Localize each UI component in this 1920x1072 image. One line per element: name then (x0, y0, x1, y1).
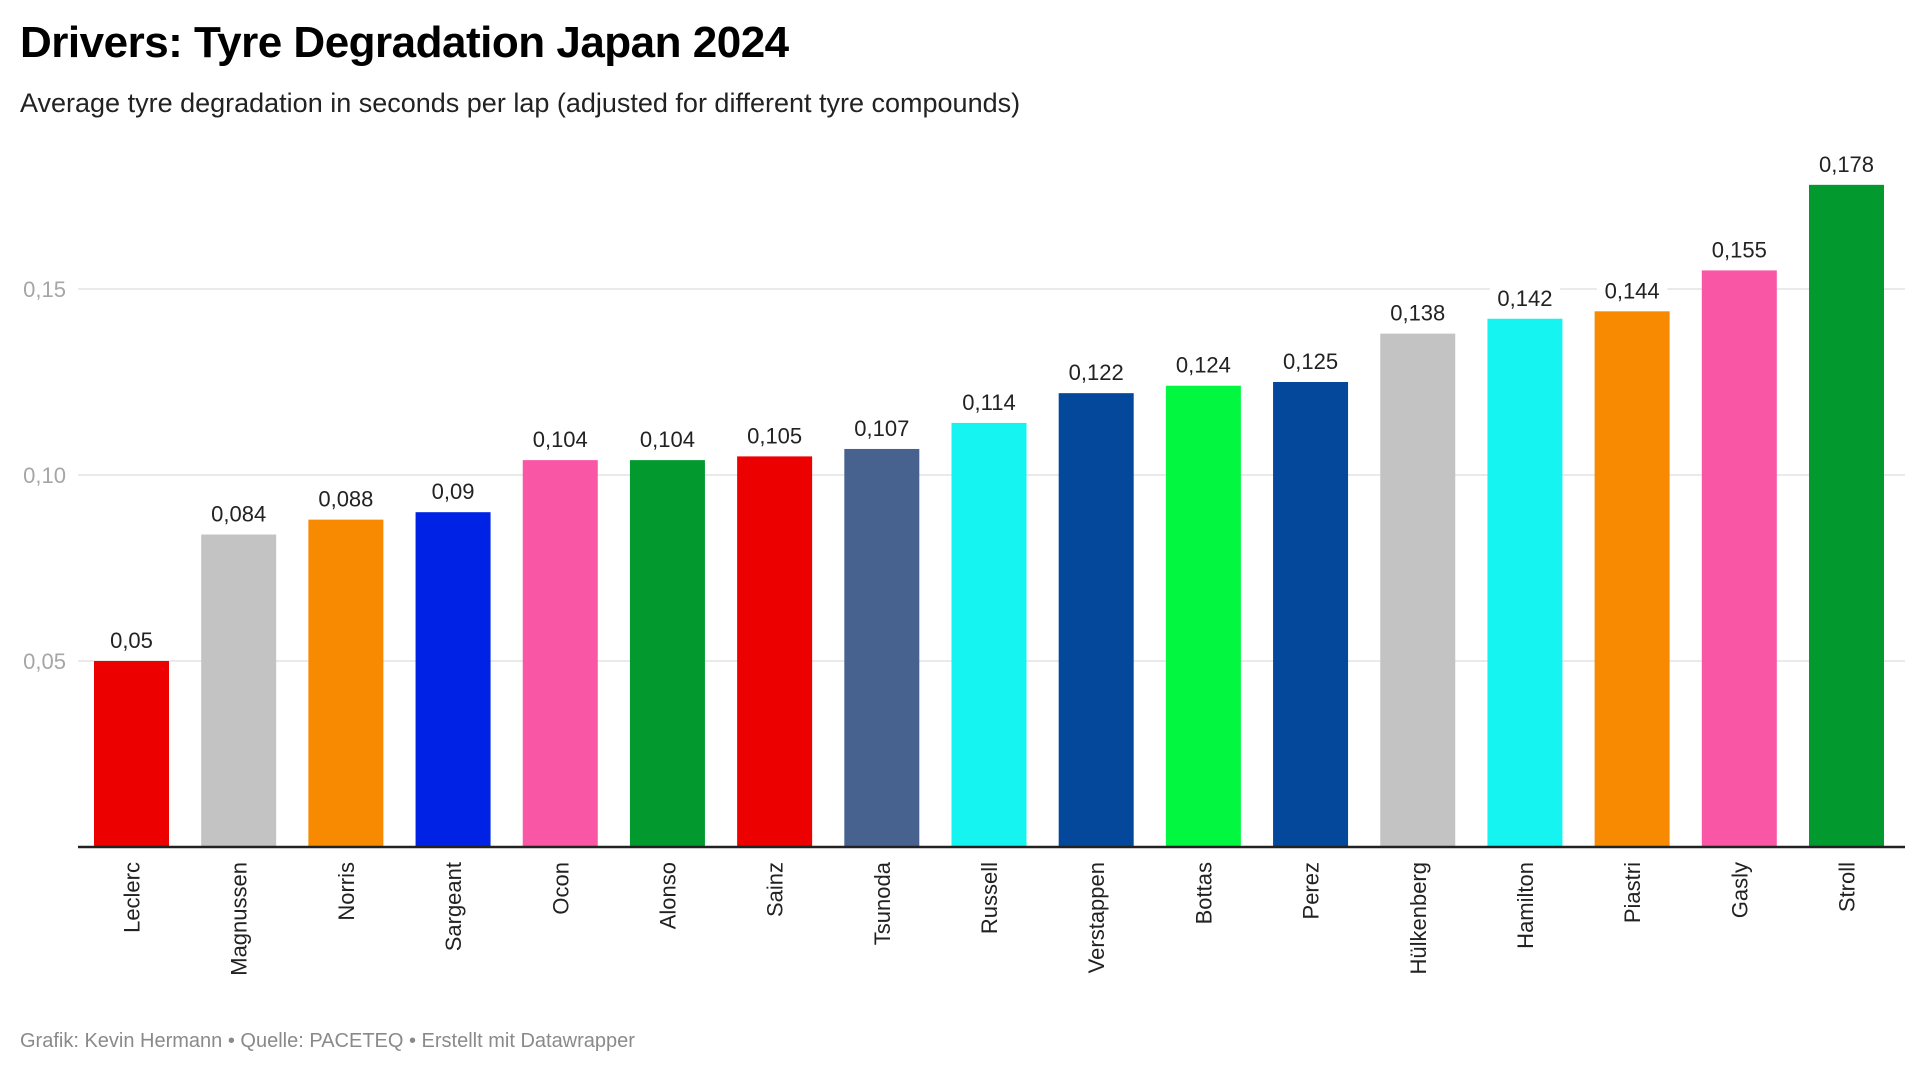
x-tick-label: Russell (977, 862, 1002, 934)
bar-verstappen (1058, 393, 1134, 847)
bars (94, 184, 1884, 848)
value-label-background (102, 625, 161, 653)
bar-hamilton (1487, 318, 1563, 847)
x-tick-label: Gasly (1727, 862, 1752, 918)
value-label: 0,09 (432, 479, 475, 504)
x-axis-labels: Leclerc Magnussen Norris Sargeant Ocon Alonso… (120, 861, 1860, 976)
x-tick-label: Sargeant (441, 862, 466, 951)
value-label-background (310, 483, 382, 512)
bar-magnussen (201, 534, 277, 847)
value-labels: 0,05 0,084 0,088 0,09 0,104 0,104 0,105 0,107 0,… (102, 148, 1882, 653)
value-label: 0,104 (533, 427, 588, 452)
value-label-background (1704, 234, 1775, 263)
value-label: 0,144 (1605, 278, 1660, 303)
value-label: 0,114 (962, 390, 1015, 415)
value-label: 0,107 (854, 416, 909, 441)
bar-tsunoda (844, 448, 920, 847)
x-tick-label: Hülkenberg (1406, 862, 1431, 975)
y-tick-label: 0,15 (23, 277, 66, 302)
value-label: 0,142 (1497, 286, 1552, 311)
x-tick-label: Ocon (548, 862, 573, 915)
x-tick-label: Leclerc (120, 862, 145, 933)
value-label: 0,105 (747, 423, 802, 448)
value-label-background (1275, 346, 1346, 374)
value-label: 0,05 (110, 628, 153, 653)
bar-hülkenberg (1380, 333, 1456, 847)
bar-leclerc (94, 661, 169, 847)
x-tick-label: Stroll (1835, 862, 1860, 912)
x-tick-label: Piastri (1620, 862, 1645, 923)
value-label-background (1596, 275, 1668, 304)
bar-piastri (1594, 311, 1670, 847)
y-tick-label: 0,05 (23, 649, 66, 674)
value-label: 0,084 (211, 502, 266, 527)
x-tick-label: Bottas (1191, 862, 1216, 924)
bar-alonso (629, 460, 705, 847)
value-label: 0,124 (1176, 353, 1231, 378)
x-tick-label: Verstappen (1084, 862, 1109, 973)
value-label-background (953, 386, 1025, 415)
bar-gasly (1701, 270, 1777, 847)
chart-subtitle: Average tyre degradation in seconds per … (20, 88, 1021, 118)
value-label: 0,155 (1712, 237, 1767, 262)
x-tick-label: Alonso (655, 862, 680, 929)
x-tick-label: Hamilton (1513, 862, 1538, 949)
value-label: 0,088 (318, 487, 373, 512)
y-tick-label: 0,10 (23, 463, 66, 488)
bar-norris (308, 519, 384, 847)
value-label-background (203, 498, 274, 527)
bar-bottas (1165, 385, 1241, 847)
x-tick-label: Norris (334, 862, 359, 921)
y-axis-ticks: 0,05 0,10 0,15 (23, 277, 66, 674)
chart-footer: Grafik: Kevin Hermann • Quelle: PACETEQ … (20, 1030, 635, 1052)
value-label: 0,125 (1283, 349, 1338, 374)
x-tick-label: Magnussen (227, 862, 252, 976)
bar-sainz (737, 456, 813, 847)
bar-russell (951, 422, 1027, 847)
value-label-background (424, 476, 483, 505)
chart-title: Drivers: Tyre Degradation Japan 2024 (20, 18, 789, 67)
bar-stroll (1809, 184, 1884, 848)
x-tick-label: Sainz (763, 862, 788, 917)
bar-perez (1273, 382, 1349, 847)
value-label-background (739, 420, 810, 449)
value-label-background (1168, 349, 1239, 378)
value-label: 0,178 (1819, 152, 1874, 177)
bar-ocon (522, 460, 598, 847)
x-tick-label: Perez (1299, 862, 1324, 919)
value-label-background (525, 424, 596, 453)
value-label: 0,138 (1390, 301, 1445, 326)
value-label-background (1811, 148, 1882, 177)
value-label-background (632, 424, 703, 453)
value-label-background (1382, 297, 1453, 326)
x-tick-label: Tsunoda (870, 861, 895, 945)
value-label: 0,104 (640, 427, 695, 452)
value-label-background (1060, 357, 1132, 386)
value-label: 0,122 (1069, 360, 1124, 385)
bar-sargeant (415, 512, 491, 847)
value-label-background (846, 412, 918, 441)
value-label-background (1489, 282, 1561, 311)
